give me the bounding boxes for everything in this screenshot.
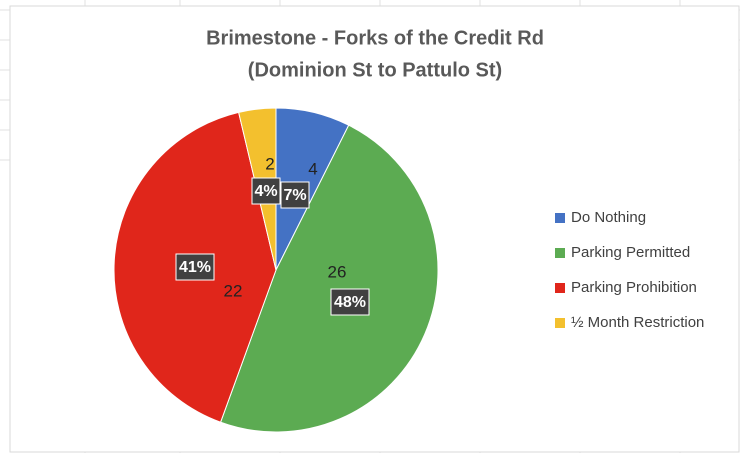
chart-title: Brimestone - Forks of the Credit Rd (206, 27, 544, 49)
percent-label-box (280, 181, 310, 209)
legend-label: Do Nothing (571, 209, 646, 226)
percent-label: 48% (334, 294, 366, 311)
legend-swatch (555, 283, 565, 293)
percent-label: 4% (254, 183, 277, 200)
percent-label: 41% (179, 259, 211, 276)
data-label: 4 (308, 159, 317, 178)
chart-title: (Dominion St to Pattulo St) (248, 59, 502, 81)
percent-label-box (251, 177, 281, 205)
data-label: 2 (265, 154, 274, 173)
percent-label-box (175, 253, 215, 281)
legend-label: Parking Prohibition (571, 279, 697, 296)
legend-label: ½ Month Restriction (571, 314, 704, 331)
data-label: 26 (328, 262, 347, 281)
pie-slice (219, 124, 439, 433)
legend-swatch (555, 318, 565, 328)
legend-swatch (555, 248, 565, 258)
percent-label-box (330, 288, 370, 316)
legend-label: Parking Permitted (571, 244, 690, 261)
legend-swatch (555, 213, 565, 223)
data-label: 22 (224, 281, 243, 300)
percent-label: 7% (283, 187, 306, 204)
